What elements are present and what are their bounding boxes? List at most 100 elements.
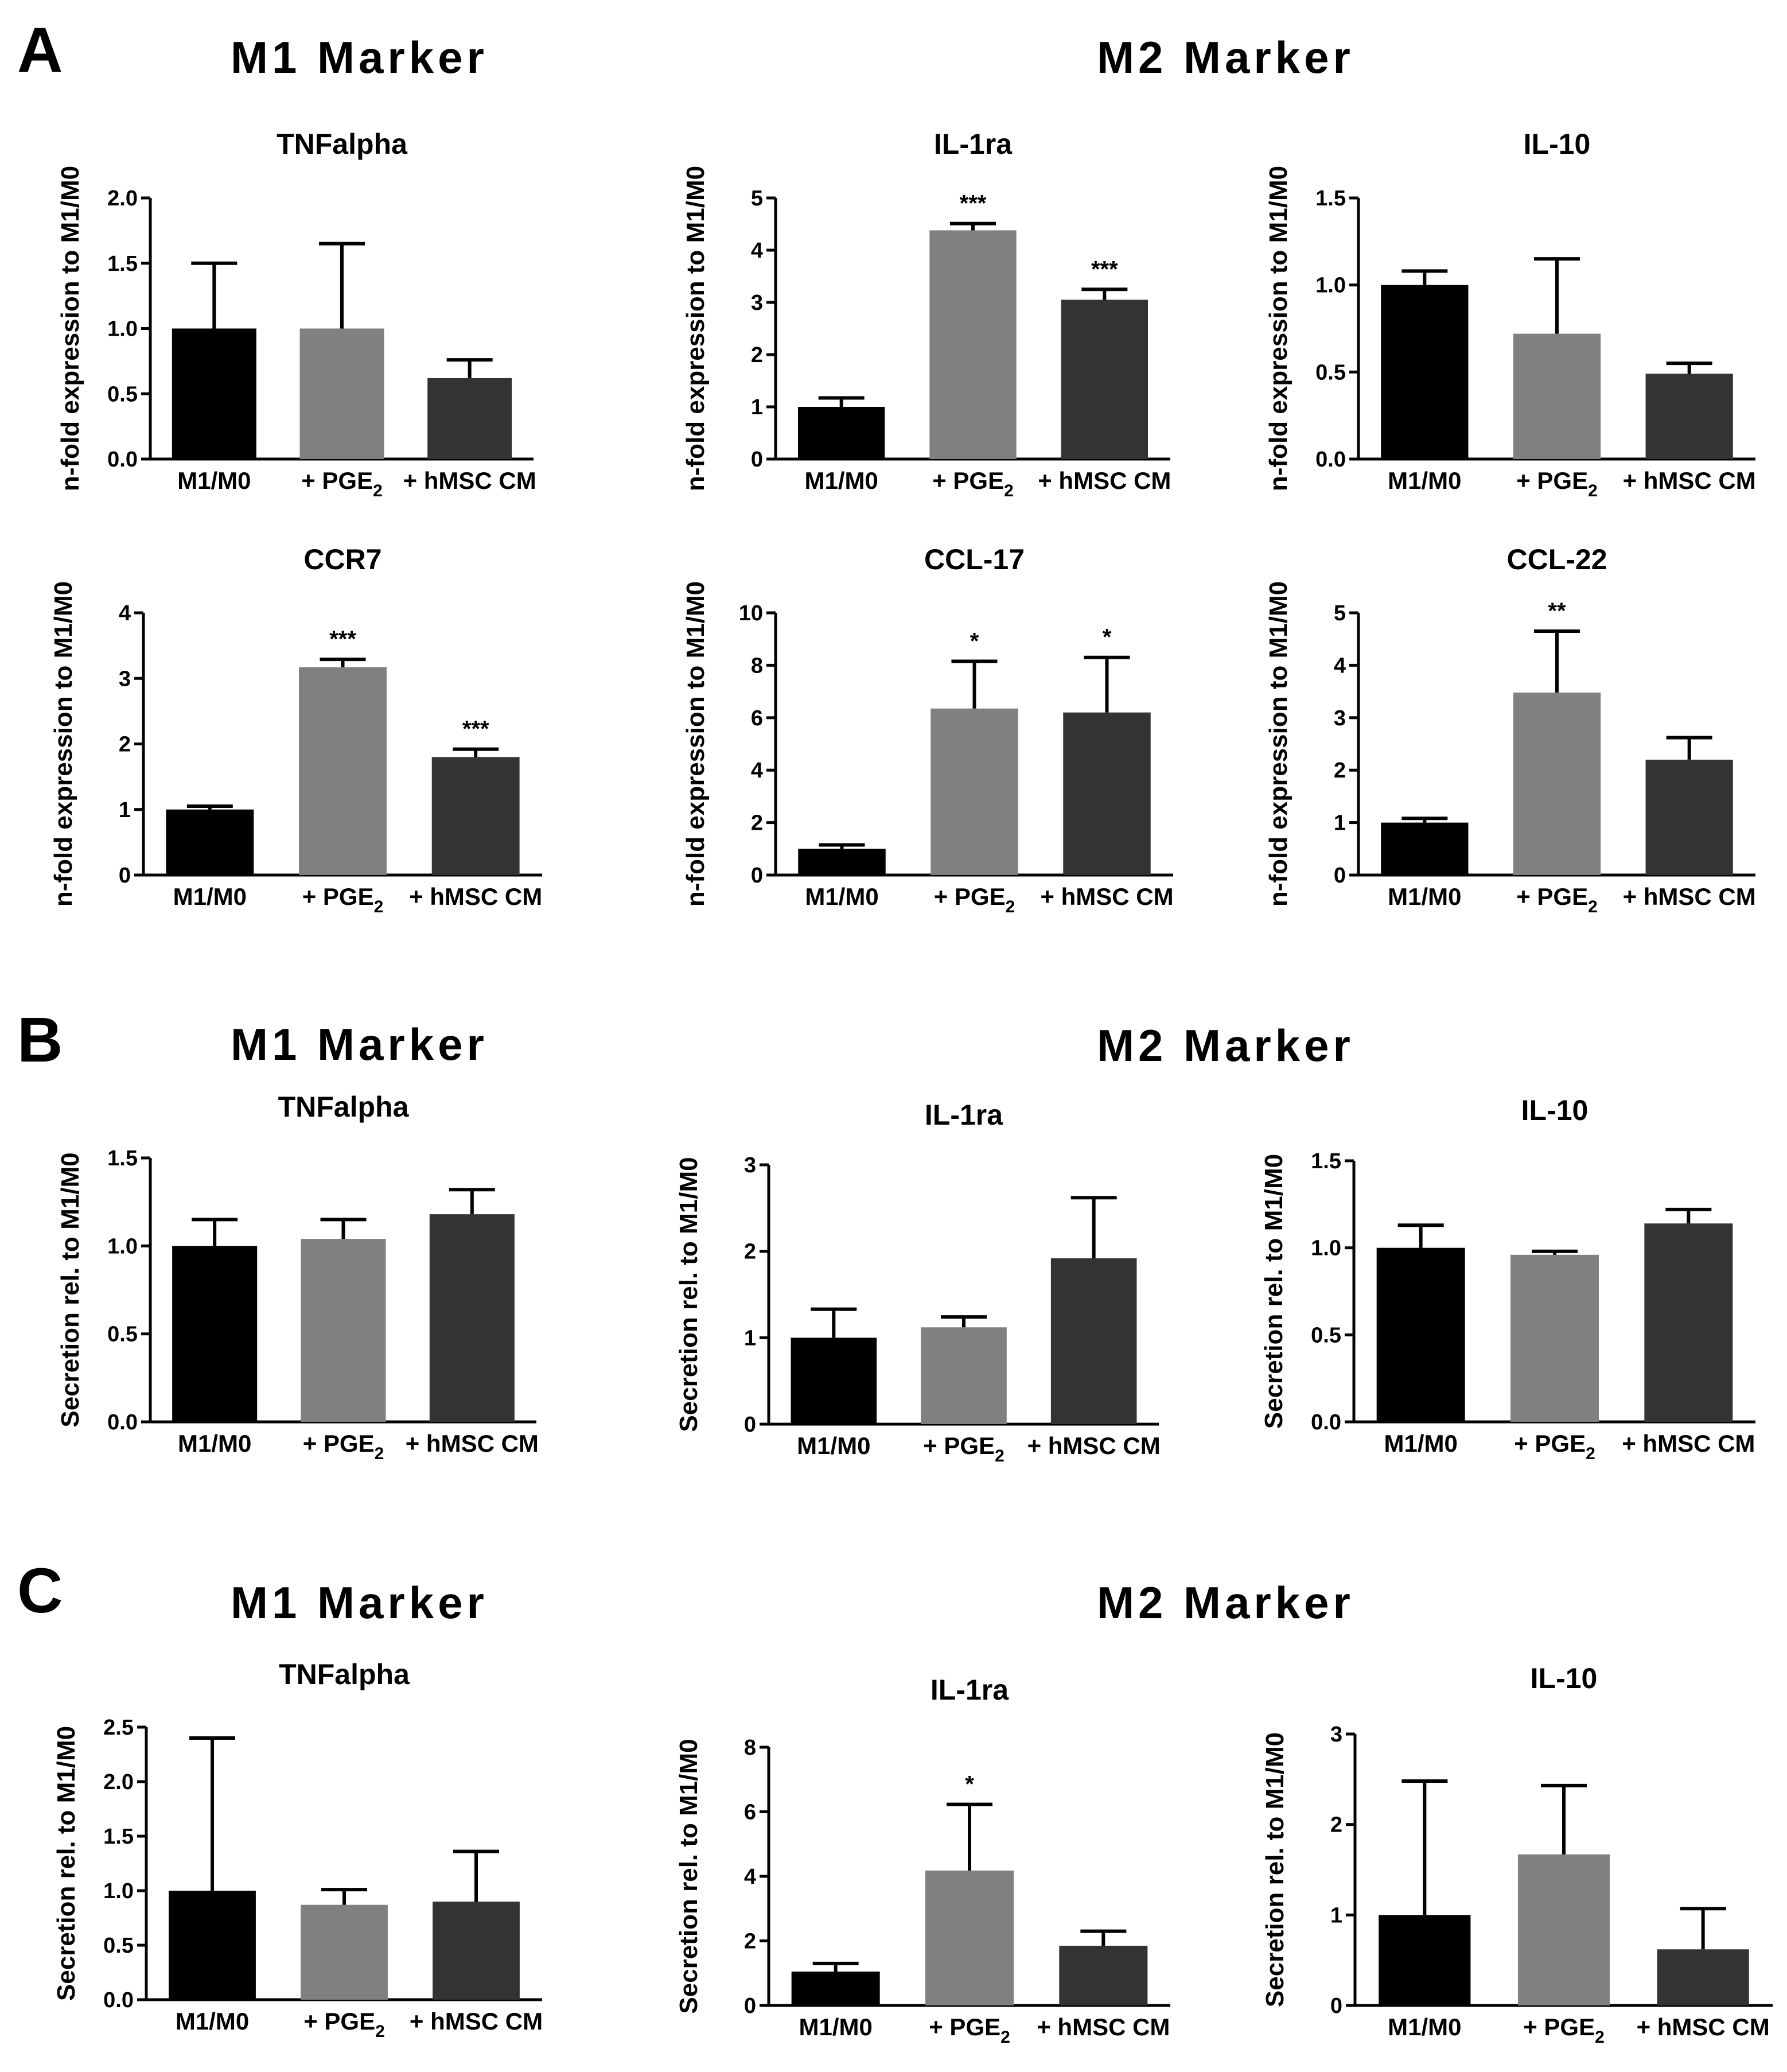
bar-m1-m0: [1376, 1247, 1465, 1422]
bar-hmsc-cm: [1061, 300, 1148, 459]
y-tick-label: 8: [751, 654, 763, 678]
y-tick-label: 1.0: [103, 1879, 134, 1903]
x-tick-label: + hMSC CM: [409, 883, 542, 910]
panel-letter-a: A: [17, 15, 63, 85]
y-tick-label: 4: [119, 601, 131, 625]
y-tick-label: 1.5: [107, 252, 138, 276]
chart-c-il-10: IL-10 Secretion rel. to M1/M0 0 1 2 3 M1/M0 + P…: [1261, 1662, 1773, 2047]
y-tick-label: 1: [1334, 811, 1346, 835]
x-tick-label: M1/M0: [805, 883, 878, 910]
chart-a-il-10: IL-10 n-fold expression to M1/M0 0.0 0.5 1.0…: [1264, 128, 1756, 500]
significance-marker: **: [1548, 598, 1566, 624]
chart-title: CCL-22: [1506, 543, 1607, 576]
significance-marker: *: [970, 629, 979, 654]
x-tick-label: + PGE2: [1523, 2013, 1605, 2047]
y-axis-label: Secretion rel. to M1/M0: [675, 1739, 703, 2013]
chart-title: TNFalpha: [279, 1658, 410, 1690]
chart-a-il-1ra: IL-1ra n-fold expression to M1/M0 0 1 2 3 4 5 M1…: [682, 128, 1171, 500]
y-axis-label: n-fold expression to M1/M0: [56, 166, 84, 491]
y-tick-label: 0.5: [1315, 360, 1346, 384]
significance-marker: *: [965, 1772, 974, 1797]
x-tick-label: + hMSC CM: [1623, 883, 1756, 910]
panel-a-m2-heading: M2 Marker: [1097, 32, 1354, 83]
panel-letter-b: B: [17, 1005, 63, 1075]
x-tick-label: + hMSC CM: [403, 467, 536, 494]
x-tick-label: M1/M0: [178, 1430, 251, 1457]
x-tick-label: + PGE2: [1516, 883, 1598, 916]
bar-pge2: [925, 1870, 1014, 2005]
y-tick-label: 3: [1334, 706, 1346, 730]
y-tick-label: 0: [119, 864, 131, 888]
x-tick-label: + PGE2: [1514, 1430, 1595, 1463]
bar-m1-m0: [797, 407, 885, 459]
y-tick-label: 3: [744, 1153, 756, 1177]
y-tick-label: 3: [751, 291, 763, 315]
significance-marker: *: [1103, 625, 1112, 650]
y-tick-label: 1.0: [107, 1234, 138, 1258]
y-axis-label: n-fold expression to M1/M0: [1264, 166, 1292, 491]
y-tick-label: 5: [751, 186, 763, 211]
x-tick-label: M1/M0: [797, 1432, 870, 1459]
y-tick-label: 0: [751, 864, 763, 888]
x-tick-label: + hMSC CM: [406, 1430, 539, 1457]
significance-marker: ***: [329, 627, 356, 652]
bar-hmsc-cm: [1059, 1945, 1148, 2005]
chart-title: TNFalpha: [278, 1091, 410, 1123]
x-tick-label: M1/M0: [804, 467, 878, 494]
y-tick-label: 1.5: [103, 1825, 134, 1849]
y-tick-label: 4: [1334, 654, 1346, 678]
y-tick-label: 2: [751, 811, 763, 835]
y-tick-label: 0: [744, 1994, 756, 2018]
bar-m1-m0: [1379, 1915, 1471, 2005]
significance-marker: ***: [960, 191, 987, 216]
bar-m1-m0: [791, 1971, 880, 2005]
panel-b-m2-heading: M2 Marker: [1097, 1020, 1354, 1071]
x-tick-label: + hMSC CM: [1637, 2013, 1770, 2040]
y-tick-label: 0.5: [1311, 1323, 1341, 1347]
y-tick-label: 1.0: [1311, 1237, 1341, 1261]
bar-pge2: [1513, 333, 1601, 459]
bar-pge2: [1513, 692, 1601, 875]
y-tick-label: 0.0: [107, 1410, 138, 1435]
panel-c-m1-heading: M1 Marker: [231, 1577, 488, 1628]
x-tick-label: + PGE2: [934, 883, 1015, 916]
chart-title: IL-10: [1524, 128, 1591, 160]
y-tick-label: 2.5: [103, 1716, 134, 1740]
bar-hmsc-cm: [431, 757, 520, 875]
y-tick-label: 5: [1334, 601, 1346, 625]
bar-m1-m0: [172, 1246, 258, 1422]
significance-marker: ***: [462, 717, 489, 742]
y-tick-label: 2: [119, 733, 131, 757]
panel-b-m1-heading: M1 Marker: [231, 1019, 488, 1070]
chart-b-tnfalpha: TNFalpha Secretion rel. to M1/M0 0.0 0.5 1.0…: [56, 1091, 539, 1463]
y-tick-label: 1.0: [107, 317, 138, 341]
y-tick-label: 6: [751, 706, 763, 730]
chart-b-il-10: IL-10 Secretion rel. to M1/M0 0.0 0.5 1.0 1.5…: [1260, 1094, 1755, 1463]
x-tick-label: M1/M0: [1388, 2013, 1461, 2040]
x-tick-label: + PGE2: [929, 2013, 1010, 2047]
bar-pge2: [931, 708, 1018, 875]
bar-m1-m0: [1381, 285, 1469, 459]
chart-title: IL-1ra: [925, 1099, 1003, 1131]
x-tick-label: + hMSC CM: [410, 2008, 543, 2035]
y-tick-label: 1: [751, 395, 763, 419]
x-tick-label: + hMSC CM: [1037, 2013, 1170, 2040]
x-tick-label: M1/M0: [173, 883, 247, 910]
y-tick-label: 1: [119, 798, 131, 822]
y-tick-label: 2: [744, 1240, 756, 1264]
y-tick-label: 1.5: [1311, 1149, 1341, 1173]
bar-m1-m0: [798, 849, 886, 875]
y-tick-label: 6: [744, 1801, 756, 1825]
y-tick-label: 4: [751, 759, 763, 783]
chart-title: CCL-17: [924, 543, 1025, 576]
y-tick-label: 4: [744, 1865, 756, 1889]
chart-title: TNFalpha: [277, 128, 408, 160]
x-tick-label: M1/M0: [799, 2013, 872, 2040]
x-tick-label: + PGE2: [303, 2008, 385, 2041]
x-tick-label: + hMSC CM: [1622, 1430, 1755, 1457]
y-axis-label: n-fold expression to M1/M0: [1264, 581, 1292, 907]
y-tick-label: 2: [744, 1930, 756, 1954]
bar-m1-m0: [791, 1338, 877, 1424]
bar-m1-m0: [169, 1891, 256, 2000]
x-tick-label: M1/M0: [1388, 883, 1461, 910]
